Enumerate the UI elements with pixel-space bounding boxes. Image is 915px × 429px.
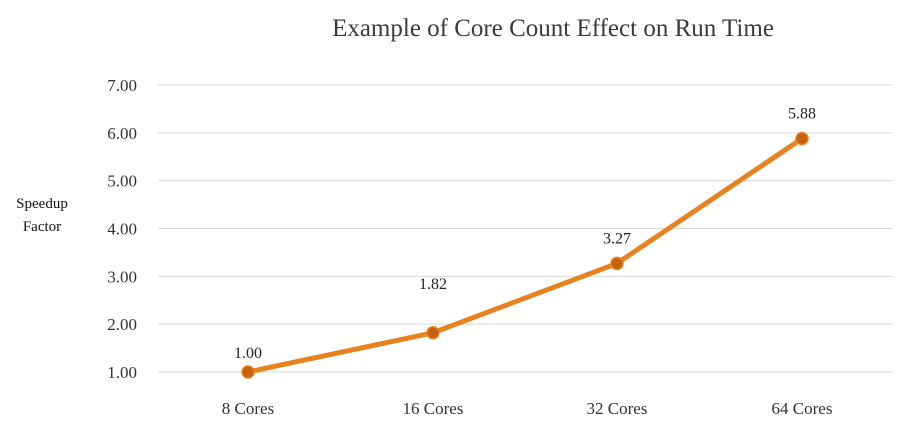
y-tick-label: 6.00 xyxy=(107,124,137,143)
data-label: 5.88 xyxy=(788,106,816,123)
y-axis-label-line-2: Factor xyxy=(23,219,61,235)
x-tick-label: 32 Cores xyxy=(587,399,648,418)
data-point xyxy=(426,326,440,340)
data-label: 1.00 xyxy=(234,345,262,362)
y-tick-label: 4.00 xyxy=(107,220,137,239)
y-tick-label: 2.00 xyxy=(107,315,137,334)
series-layer xyxy=(241,131,809,379)
data-labels: 1.00 1.82 3.27 5.88 xyxy=(234,106,816,362)
y-tick-label: 5.00 xyxy=(107,172,137,191)
x-axis-ticks: 8 Cores 16 Cores 32 Cores 64 Cores xyxy=(222,399,833,418)
gridlines xyxy=(158,84,893,373)
data-label: 3.27 xyxy=(603,230,631,247)
y-axis-label: Speedup Factor xyxy=(16,196,68,235)
data-label: 1.82 xyxy=(419,276,447,293)
series-line xyxy=(245,136,805,375)
y-tick-label: 7.00 xyxy=(107,76,137,95)
data-point xyxy=(610,256,624,271)
x-tick-label: 64 Cores xyxy=(772,399,833,418)
data-point xyxy=(241,365,255,379)
y-axis-label-line-1: Speedup xyxy=(16,196,68,212)
chart-title: Example of Core Count Effect on Run Time xyxy=(332,15,774,42)
y-axis-ticks: 1.00 2.00 3.00 4.00 5.00 6.00 7.00 xyxy=(107,76,137,382)
x-tick-label: 8 Cores xyxy=(222,399,274,418)
data-point xyxy=(795,131,809,146)
x-tick-label: 16 Cores xyxy=(403,399,464,418)
y-tick-label: 3.00 xyxy=(107,267,137,286)
y-tick-label: 1.00 xyxy=(107,363,137,382)
